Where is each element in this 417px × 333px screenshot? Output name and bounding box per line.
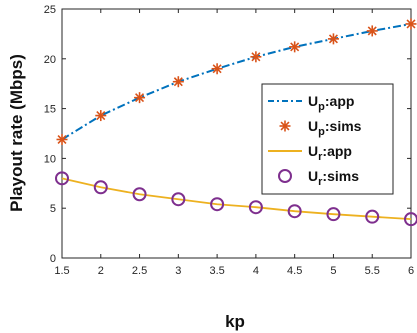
data-point-star xyxy=(405,18,417,30)
legend-label: Ur:app xyxy=(308,143,352,163)
x-axis-ticks: 1.5 2 2.5 3 3.5 4 4.5 5 5.5 6 xyxy=(54,9,414,277)
series-line xyxy=(61,177,412,221)
data-point-star xyxy=(56,133,68,145)
data-point-star xyxy=(366,25,378,37)
data-point-circle xyxy=(93,180,108,195)
legend-label: Up:app xyxy=(308,93,354,113)
data-point-circle xyxy=(326,207,341,222)
legend-star-sample xyxy=(279,120,291,132)
data-point-circle xyxy=(365,209,380,224)
x-tick-label: 6 xyxy=(408,265,414,277)
x-tick-label: 2 xyxy=(98,265,104,277)
data-point-circle xyxy=(55,171,69,186)
series-up-app xyxy=(61,22,412,141)
legend-label: Up:sims xyxy=(308,118,362,138)
y-tick-label: 0 xyxy=(50,253,56,265)
series-line xyxy=(61,22,412,141)
legend-circle-sample xyxy=(278,169,292,183)
legend-box xyxy=(261,83,394,195)
x-tick-label: 1.5 xyxy=(54,265,69,277)
x-axis-label: kp xyxy=(225,312,245,331)
data-point-star xyxy=(289,41,301,53)
data-point-star xyxy=(95,110,107,122)
series-ur-sims xyxy=(55,171,417,227)
legend-label: Ur:sims xyxy=(308,168,359,188)
data-point-star xyxy=(327,33,339,45)
y-tick-label: 5 xyxy=(50,203,56,215)
y-tick-label: 25 xyxy=(44,4,56,16)
x-tick-label: 3 xyxy=(175,265,181,277)
data-point-circle xyxy=(171,192,186,207)
data-point-circle xyxy=(404,212,417,227)
x-tick-label: 5 xyxy=(330,265,336,277)
y-tick-label: 20 xyxy=(44,54,56,66)
data-point-star xyxy=(172,76,184,88)
y-axis-ticks: 0 5 10 15 20 25 xyxy=(44,4,411,265)
series-layer xyxy=(55,18,417,227)
data-point-star xyxy=(211,63,223,75)
x-tick-label: 3.5 xyxy=(209,265,224,277)
x-tick-label: 4 xyxy=(253,265,259,277)
data-point-star xyxy=(250,51,262,63)
series-up-sims xyxy=(56,18,417,145)
data-point-circle xyxy=(248,200,263,215)
y-axis-label: Playout rate (Mbps) xyxy=(7,54,26,212)
data-point-circle xyxy=(132,187,147,202)
data-point-circle xyxy=(210,197,225,212)
data-point-star xyxy=(134,92,146,104)
data-point-circle xyxy=(287,204,302,219)
x-tick-label: 5.5 xyxy=(365,265,380,277)
series-ur-app xyxy=(61,177,412,221)
x-tick-label: 4.5 xyxy=(287,265,302,277)
y-tick-label: 15 xyxy=(44,104,56,116)
x-tick-label: 2.5 xyxy=(132,265,147,277)
y-tick-label: 10 xyxy=(44,153,56,165)
legend: Up:app Up:sims Ur:app Ur:sims xyxy=(261,83,394,195)
